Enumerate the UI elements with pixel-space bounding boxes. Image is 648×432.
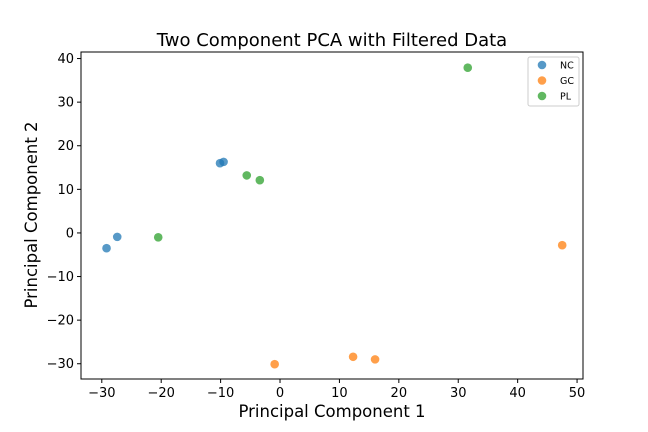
plot-area: −30 −20 −10 0 10 20 30 40 50 −30 −20 −10 0 10 20 30 40 bbox=[47, 51, 585, 401]
x-tick-label: 50 bbox=[569, 386, 586, 401]
legend: NC GC PL bbox=[527, 56, 580, 107]
x-tick-label: −20 bbox=[147, 386, 174, 401]
x-tick-label: 0 bbox=[276, 386, 284, 401]
x-axis-label: Principal Component 1 bbox=[238, 402, 425, 421]
y-tick-label: −10 bbox=[47, 270, 74, 285]
x-tick-label: 10 bbox=[331, 386, 348, 401]
x-axis: −30 −20 −10 0 10 20 30 40 50 bbox=[88, 379, 585, 401]
legend-label-nc: NC bbox=[560, 61, 574, 72]
point-gc bbox=[348, 352, 358, 362]
legend-marker-pl bbox=[537, 91, 547, 101]
x-tick-label: 30 bbox=[450, 386, 467, 401]
y-axis: −30 −20 −10 0 10 20 30 40 bbox=[47, 52, 81, 372]
x-tick-label: 20 bbox=[391, 386, 408, 401]
y-tick-label: 30 bbox=[57, 96, 74, 111]
point-pl bbox=[153, 233, 163, 242]
y-tick-label: 10 bbox=[57, 183, 74, 198]
x-tick-label: −10 bbox=[207, 386, 234, 401]
point-gc bbox=[270, 359, 279, 369]
y-tick-label: −20 bbox=[47, 314, 74, 329]
point-pl bbox=[242, 171, 252, 180]
y-axis-label: Principal Component 2 bbox=[22, 121, 41, 308]
legend-label-pl: PL bbox=[560, 92, 572, 103]
point-pl bbox=[255, 175, 265, 185]
legend-label-gc: GC bbox=[560, 76, 574, 87]
legend-marker-nc bbox=[537, 60, 547, 70]
plot-frame bbox=[80, 51, 584, 380]
chart-title: Two Component PCA with Filtered Data bbox=[156, 30, 507, 51]
x-tick-label: 40 bbox=[509, 386, 526, 401]
y-tick-label: 0 bbox=[66, 226, 74, 241]
data-points bbox=[102, 63, 567, 369]
point-nc bbox=[112, 232, 122, 242]
point-nc bbox=[102, 243, 111, 253]
point-gc bbox=[370, 355, 380, 364]
y-tick-label: 20 bbox=[57, 139, 74, 154]
y-tick-label: −30 bbox=[47, 357, 74, 372]
y-tick-label: 40 bbox=[57, 52, 74, 67]
point-gc bbox=[557, 240, 567, 250]
point-nc bbox=[219, 157, 228, 167]
legend-marker-gc bbox=[537, 76, 547, 85]
point-pl bbox=[463, 63, 473, 72]
x-tick-label: −30 bbox=[88, 386, 115, 401]
